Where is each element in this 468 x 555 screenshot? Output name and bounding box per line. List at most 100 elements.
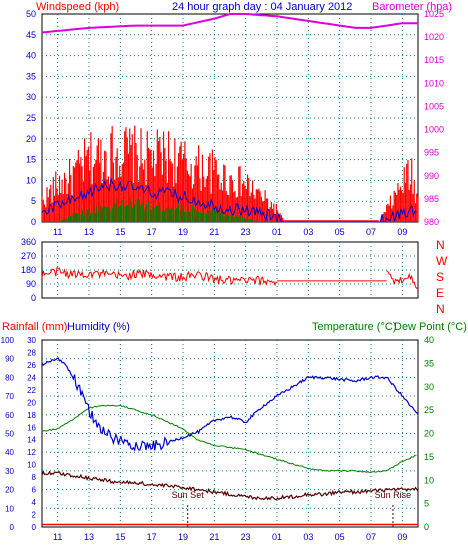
rainfall-y-tick-label: 24 [27,373,36,382]
temperature-y-tick-label: 30 [424,382,434,392]
temperature-y-tick-label: 35 [424,358,434,368]
compass-label: W [436,254,448,268]
wind-panel-x-tick-label: 07 [366,227,376,237]
wind-panel-x-tick-label: 05 [335,227,345,237]
temperature-y-tick-label: 20 [424,429,434,439]
barometer-label: Barometer (hpa) [372,1,452,13]
wind-panel-x-tick-label: 15 [115,227,125,237]
wind-y-tick-label: 15 [26,155,36,165]
rainfall-y-tick-label: 18 [27,411,36,420]
temperature-y-tick-label: 5 [424,499,429,509]
humidity-panel-x-tick-label: 01 [272,532,282,542]
wind-y-tick-label: 40 [26,51,36,61]
rainfall-y-tick-label: 8 [32,473,37,482]
humidity-panel-x-tick-label: 21 [209,532,219,542]
direction-y-tick-label: 180 [21,265,36,275]
windspeed-label: Windspeed (kph) [36,1,119,13]
wind-y-tick-label: 20 [26,134,36,144]
rainfall-y-tick-label: 6 [32,486,37,495]
temperature-y-tick-label: 25 [424,405,434,415]
dewpoint-line [41,470,419,501]
wind-panel-x-tick-label: 21 [209,227,219,237]
compass-label: N [436,238,445,252]
humidity-panel-x-tick-label: 19 [178,532,188,542]
barometer-y-tick-label: 1005 [424,101,444,111]
dewpoint-label: Dew Point (°C) [394,321,467,333]
rainfall-y-tick-label: 14 [27,436,36,445]
wind-panel-x-tick-label: 19 [178,227,188,237]
barometer-y-tick-label: 1000 [424,125,444,135]
humidity-panel-x-tick-label: 03 [303,532,313,542]
barometer-y-tick-label: 995 [424,148,439,158]
humidity-panel-x-tick-label: 13 [84,532,94,542]
humidity-panel-x-tick-label: 05 [335,532,345,542]
barometer-y-tick-label: 1010 [424,78,444,88]
temperature-line [42,404,417,474]
humidity-line [41,357,419,452]
chart-title: 24 hour graph day : 04 January 2012 [172,1,352,13]
humidity-y-tick-label: 60 [5,411,14,420]
barometer-y-tick-label: 1025 [424,9,444,19]
rainfall-y-tick-label: 16 [27,423,36,432]
rainfall-y-tick-label: 4 [32,498,37,507]
humidity-y-tick-label: 40 [5,448,14,457]
temperature-label: Temperature (°C) [312,321,396,333]
barometer-y-tick-label: 1020 [424,32,444,42]
wind-direction-line [41,266,277,287]
barometer-y-tick-label: 990 [424,171,439,181]
temperature-y-tick-label: 40 [424,335,434,345]
wind-panel-x-tick-label: 23 [241,227,251,237]
rainfall-y-tick-label: 30 [27,336,36,345]
humidity-panel-x-tick-label: 15 [115,532,125,542]
humidity-panel-x-tick-label: 09 [397,532,407,542]
barometer-line [41,13,418,34]
rainfall-label: Rainfall (mm) [2,321,67,333]
humidity-label: Humidity (%) [67,321,130,333]
compass-label: N [436,302,445,316]
rainfall-y-tick-label: 12 [27,448,36,457]
wind-y-tick-label: 5 [31,196,36,206]
wind-y-tick-label: 50 [26,9,36,19]
humidity-y-tick-label: 70 [5,392,14,401]
wind-panel-x-tick-label: 03 [303,227,313,237]
compass-label: S [436,270,444,284]
wind-average-line [41,176,417,223]
wind-panel-x-tick-label: 17 [147,227,157,237]
sunset-label: Sun Set [172,490,205,500]
rainfall-y-tick-label: 20 [27,398,36,407]
barometer-y-tick-label: 1015 [424,55,444,65]
humidity-panel-x-tick-label: 23 [241,532,251,542]
humidity-y-tick-label: 80 [5,373,14,382]
rainfall-y-tick-label: 26 [27,361,36,370]
rainfall-y-tick-label: 10 [27,461,36,470]
humidity-panel-x-tick-label: 07 [366,532,376,542]
plot-layer: 11 13 15 17 19 21 23 01 03 05 07 090510152025303540… [1,9,448,542]
humidity-panel-x-tick-label: 17 [147,532,157,542]
wind-y-tick-label: 25 [26,113,36,123]
humidity-y-tick-label: 50 [5,430,14,439]
temperature-y-tick-label: 15 [424,452,434,462]
direction-y-tick-label: 0 [31,293,36,303]
rainfall-y-tick-label: 22 [27,386,36,395]
barometer-y-tick-label: 985 [424,194,439,204]
rainfall-y-tick-label: 2 [32,511,37,520]
wind-y-tick-label: 30 [26,92,36,102]
wind-direction-morning-line [386,270,419,290]
wind-y-tick-label: 0 [31,217,36,227]
humidity-y-tick-label: 20 [5,486,14,495]
direction-y-tick-label: 360 [21,237,36,247]
wind-panel-x-tick-label: 09 [397,227,407,237]
humidity-y-tick-label: 100 [1,336,15,345]
humidity-y-tick-label: 90 [5,355,14,364]
compass-label: E [436,286,444,300]
temperature-y-tick-label: 0 [424,522,429,532]
sunrise-label: Sun Rise [375,490,412,500]
rainfall-y-tick-label: 28 [27,348,36,357]
humidity-y-tick-label: 10 [5,504,14,513]
wind-panel-x-tick-label: 01 [272,227,282,237]
wind-y-tick-label: 35 [26,71,36,81]
direction-y-tick-label: 90 [26,279,36,289]
wind-y-tick-label: 45 [26,30,36,40]
wind-y-tick-label: 10 [26,175,36,185]
